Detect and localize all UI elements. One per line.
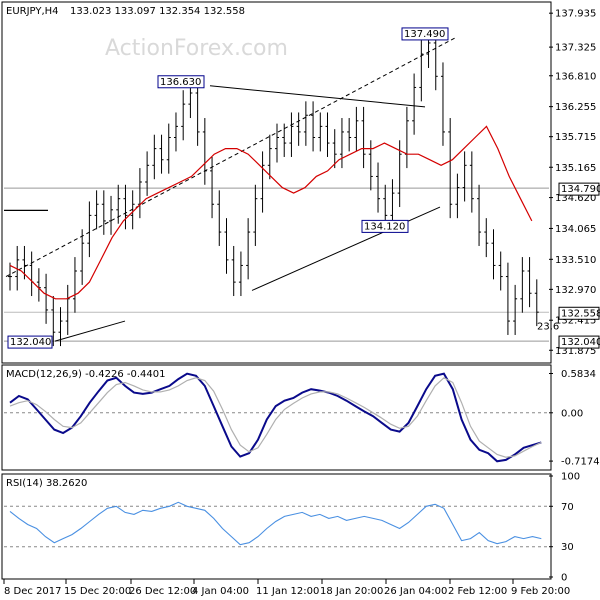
chart-header: EURJPY,H4 133.023 133.097 132.354 132.55… — [6, 6, 245, 17]
high-label-136630-box — [157, 75, 205, 89]
channel-dashed-line — [5, 37, 456, 278]
rsi-title: RSI(14) 38.2620 — [6, 478, 87, 489]
macd-tick-label: 0.5834 — [561, 369, 596, 380]
y-tick-label: 132.415 — [555, 316, 596, 327]
macd-tick-label: 0.00 — [561, 408, 583, 419]
macd-y-axis: 0.5834 0.00 -0.7174 — [549, 369, 600, 468]
main-y-axis: 137.935 137.325 136.810 136.255 135.715 135.1… — [549, 9, 596, 357]
x-tick-label: 9 Feb 20:00 — [511, 586, 570, 597]
y-tick-label: 136.810 — [555, 71, 596, 82]
x-tick-label: 11 Jan 12:00 — [256, 586, 319, 597]
base-trendline — [54, 320, 126, 342]
y-tick-label: 135.165 — [555, 163, 596, 174]
upper-trendline — [209, 85, 426, 108]
x-tick-label: 26 Dec 12:00 — [129, 586, 196, 597]
macd-lines — [9, 372, 542, 463]
rsi-tick-label: 30 — [561, 542, 574, 553]
y-tick-label: 134.065 — [555, 224, 596, 235]
x-tick-label: 18 Jan 20:00 — [320, 586, 383, 597]
y-tick-label: 131.875 — [555, 346, 596, 357]
high-label-137490-box — [401, 27, 449, 41]
macd-signal-line — [9, 377, 542, 458]
ma-line — [9, 125, 533, 300]
rsi-y-axis: 100 70 30 0 — [549, 472, 580, 584]
x-tick-label: 4 Jan 04:00 — [192, 586, 249, 597]
y-tick-label: 132.970 — [555, 285, 596, 296]
low-label-132040-box — [7, 335, 53, 349]
low-label-134120: 134.120 — [364, 221, 405, 232]
rsi-tick-label: 0 — [561, 573, 567, 584]
x-tick-label: 26 Jan 04:00 — [384, 586, 447, 597]
rsi-levels — [4, 505, 549, 548]
high-label-137490: 137.490 — [404, 29, 445, 40]
y-tick-label: 137.325 — [555, 43, 596, 54]
level-label-132040-box — [558, 335, 600, 349]
macd-tick-label: -0.7174 — [561, 457, 600, 468]
chart-symbol: EURJPY,H4 — [6, 6, 59, 17]
fib-label: 23.6 — [537, 321, 559, 332]
x-tick-label: 15 Dec 20:00 — [64, 586, 131, 597]
price-bars — [8, 29, 539, 347]
high-label-136630: 136.630 — [160, 77, 201, 88]
rsi-tick-label: 70 — [561, 502, 574, 513]
price-labels: 136.630 137.490 134.120 132.040 134.790 132.5… — [7, 27, 600, 349]
y-tick-label: 137.935 — [555, 9, 596, 20]
rsi-line — [9, 501, 542, 546]
rsi-tick-label: 100 — [561, 472, 580, 483]
rsi-line — [9, 501, 542, 546]
low-label-134120-box — [361, 219, 409, 233]
main-horizontal-lines — [4, 187, 549, 342]
x-tick-label: 8 Dec 2017 — [4, 586, 62, 597]
rsi-panel-frame — [1, 473, 552, 580]
level-label-134790: 134.790 — [561, 184, 600, 195]
low-label-132040: 132.040 — [10, 337, 51, 348]
y-tick-label: 136.255 — [555, 102, 596, 113]
level-label-132558-box — [558, 306, 600, 320]
y-tick-label: 133.510 — [555, 255, 596, 266]
x-tick-label: 2 Feb 12:00 — [448, 586, 507, 597]
chart-ohlc: 133.023 133.097 132.354 132.558 — [70, 6, 245, 17]
trendlines — [5, 37, 456, 342]
main-panel-frame — [1, 1, 552, 364]
level-label-134790-box — [558, 182, 600, 196]
y-tick-label: 135.715 — [555, 132, 596, 143]
level-label-132040: 132.040 — [561, 337, 600, 348]
level-label-132558: 132.558 — [561, 308, 600, 319]
y-tick-label: 134.620 — [555, 193, 596, 204]
lower-trendline — [251, 206, 441, 291]
moving-average — [9, 125, 533, 300]
macd-line — [9, 372, 542, 463]
macd-title: MACD(12,26,9) -0.4226 -0.4401 — [6, 369, 166, 380]
macd-panel-frame — [1, 364, 552, 471]
watermark: ActionForex.com — [105, 36, 288, 61]
